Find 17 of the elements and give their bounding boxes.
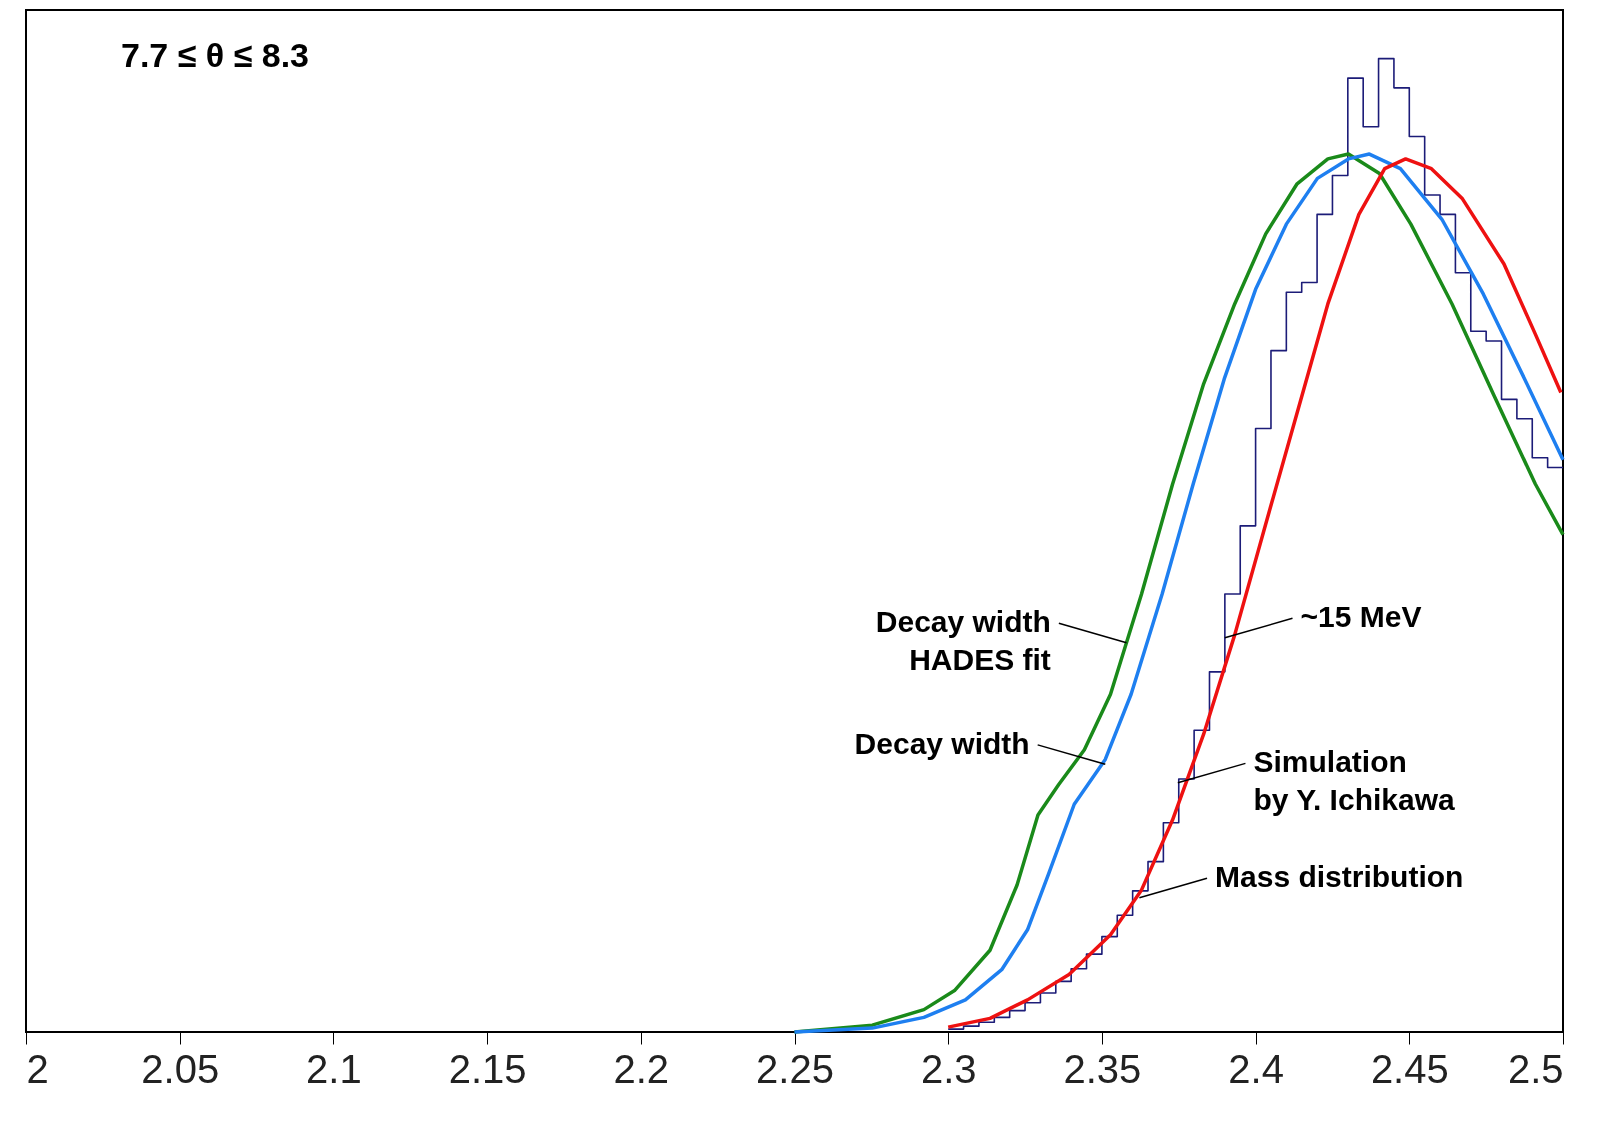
- x-tick-label: 2.3: [920, 1046, 977, 1091]
- annotation: Simulation by Y. Ichikawa: [1253, 745, 1455, 817]
- annotation: Decay width HADES fit: [875, 605, 1051, 677]
- x-tick-label: 2.25: [756, 1046, 834, 1091]
- x-tick-label: 2.05: [141, 1046, 220, 1091]
- x-tick-label: 2.2: [613, 1046, 670, 1091]
- annotation: ~15 MeV: [1300, 600, 1422, 634]
- annotation: Mass distribution: [1215, 860, 1464, 894]
- x-tick-label: 2.45: [1370, 1046, 1449, 1091]
- x-tick-label: 2: [26, 1046, 49, 1091]
- x-tick-label: 2.4: [1228, 1046, 1284, 1091]
- annotation: Decay width: [854, 726, 1030, 760]
- x-tick-label: 2.35: [1063, 1046, 1142, 1091]
- x-tick-label: 2.1: [306, 1046, 362, 1091]
- x-tick-label: 2.5: [1507, 1046, 1564, 1091]
- annotation: 7.7 ≤ θ ≤ 8.3: [121, 36, 310, 74]
- x-tick-label: 2.15: [448, 1046, 527, 1091]
